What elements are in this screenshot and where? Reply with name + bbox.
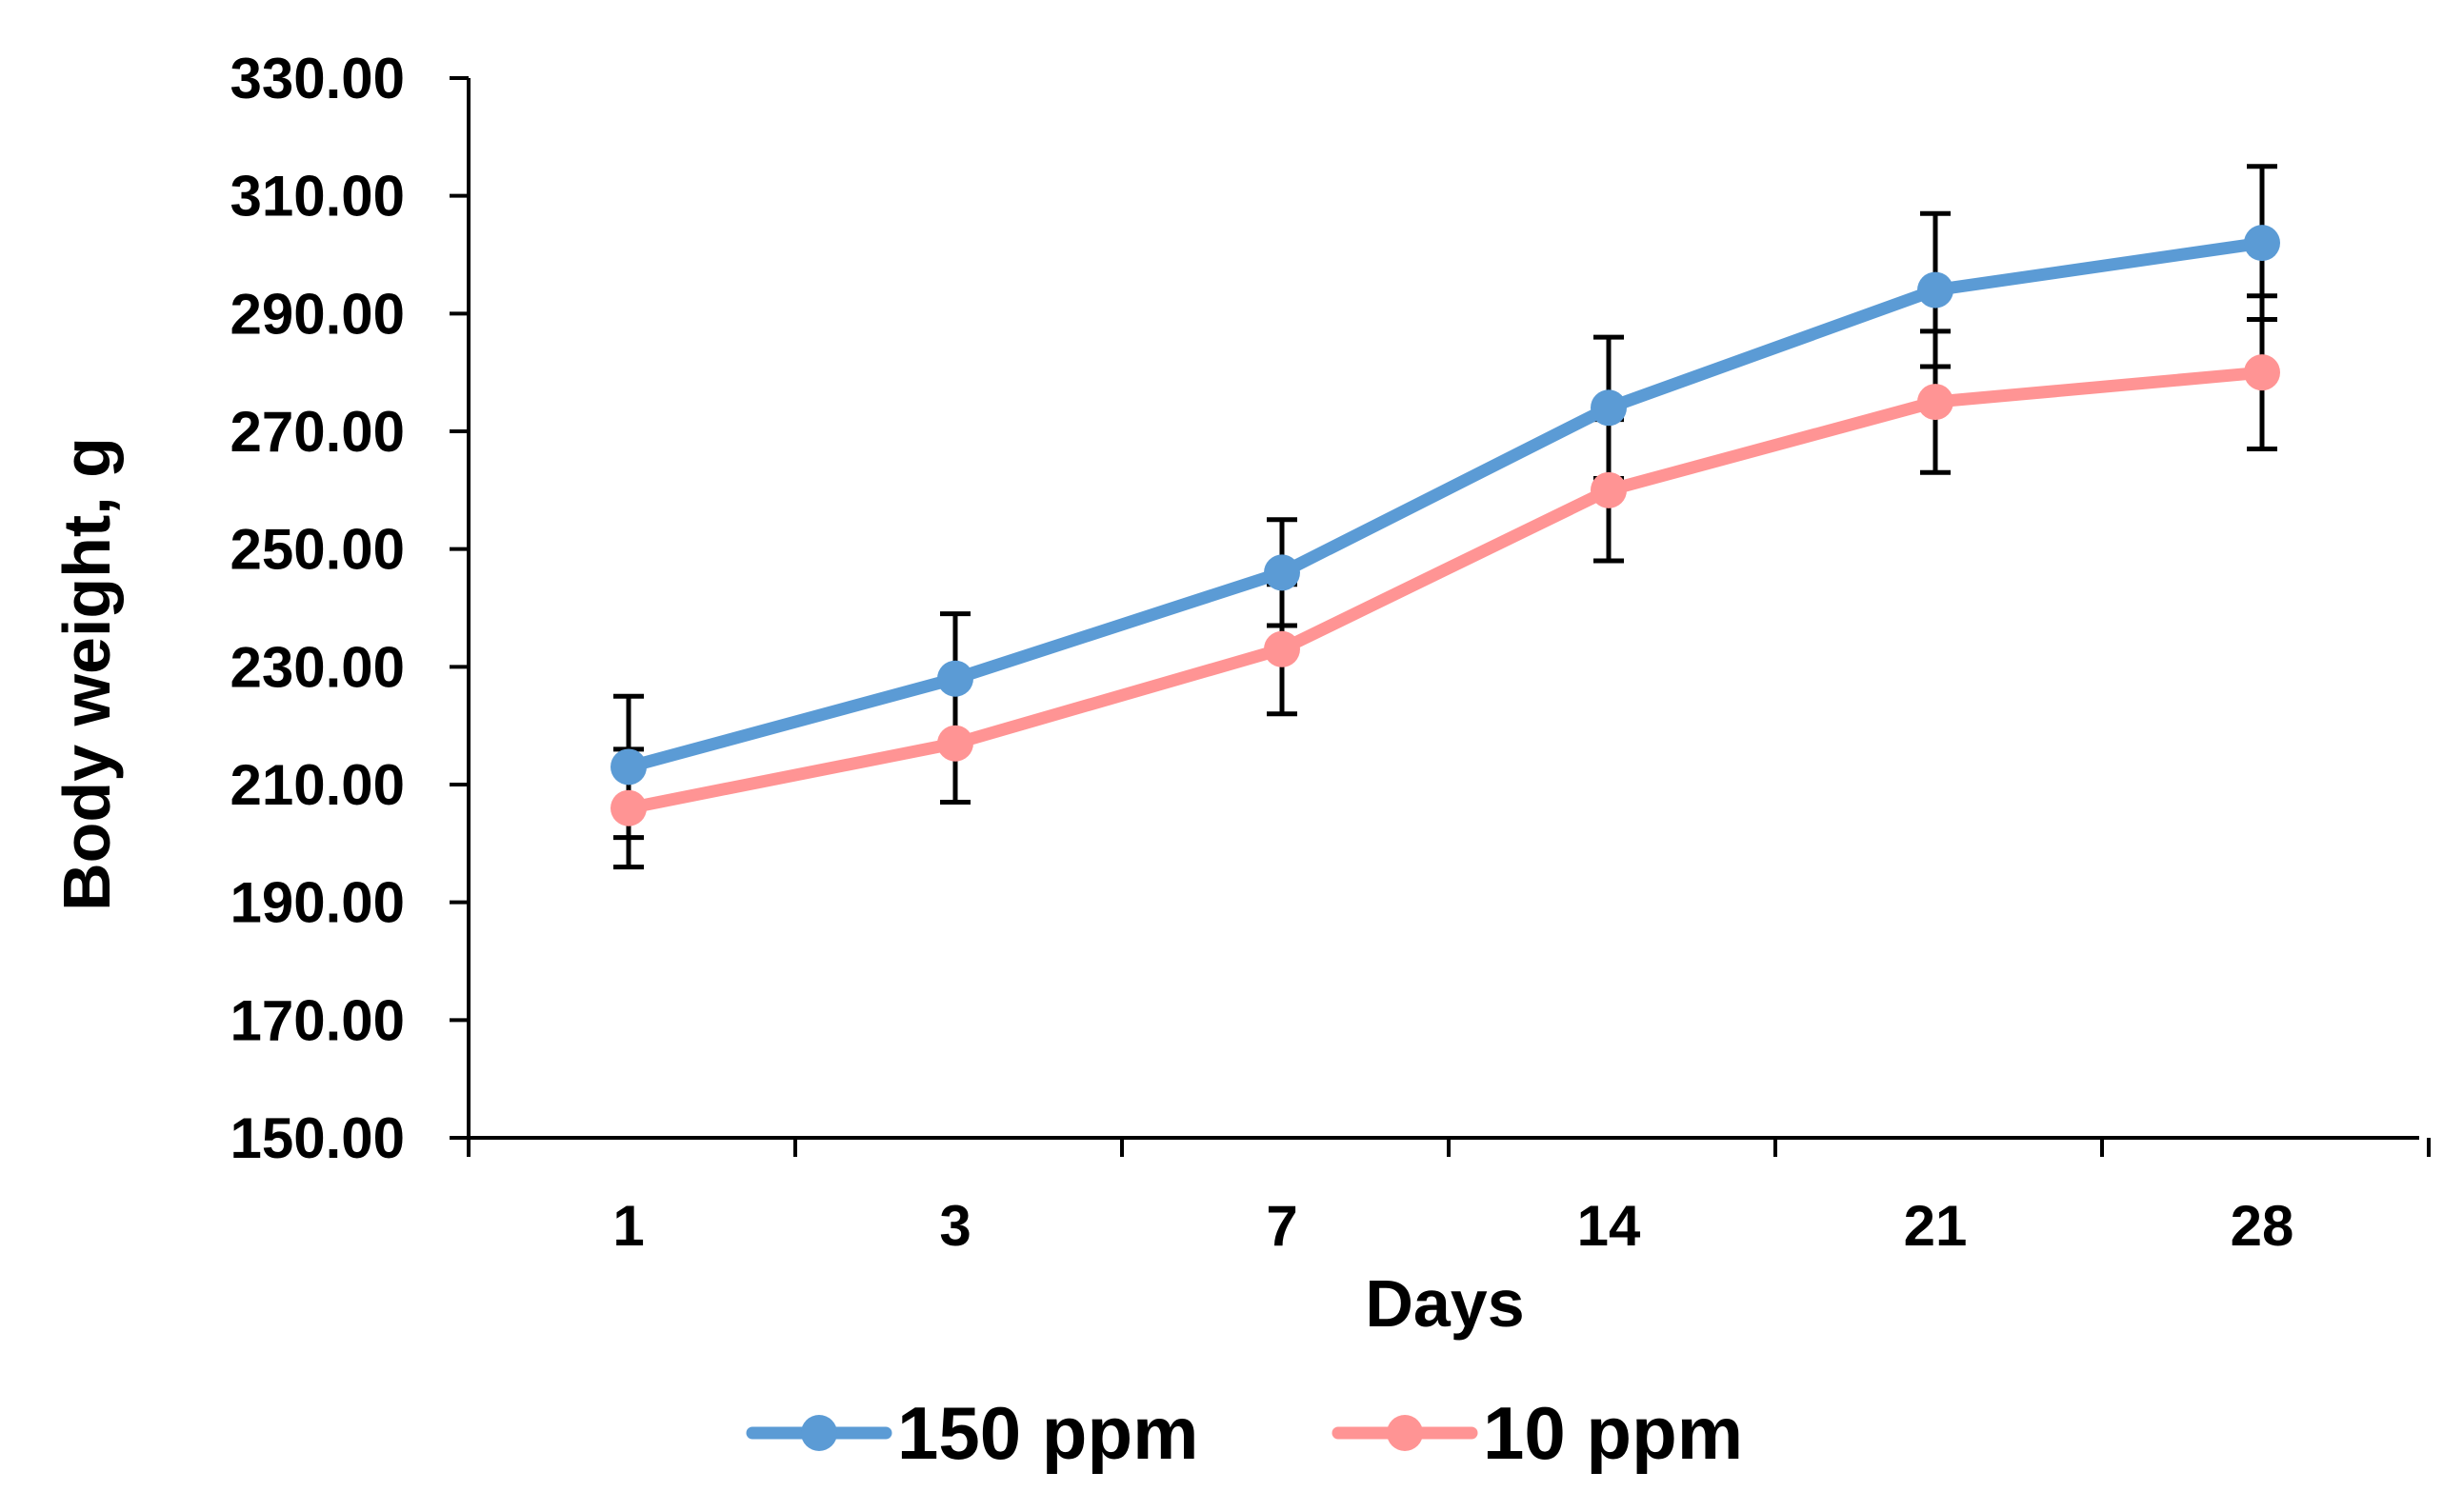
data-point <box>1591 389 1627 427</box>
series-line <box>622 366 2269 815</box>
data-point <box>2244 354 2280 391</box>
axes <box>467 78 2419 1140</box>
y-tick-label: 270.00 <box>230 400 405 464</box>
data-point <box>2244 225 2280 262</box>
y-tick-label: 170.00 <box>230 988 405 1052</box>
data-point <box>937 725 973 762</box>
legend-swatch-marker <box>801 1415 837 1451</box>
y-tick-label: 290.00 <box>230 282 405 346</box>
data-point <box>611 789 647 826</box>
x-tick-label: 1 <box>612 1194 644 1258</box>
data-point <box>1917 271 1953 308</box>
legend-swatch-marker <box>1387 1415 1423 1451</box>
x-tick-label: 28 <box>2231 1194 2294 1258</box>
data-point <box>1264 630 1300 667</box>
y-tick-label: 310.00 <box>230 165 405 229</box>
data-point <box>1591 471 1627 508</box>
x-tick-label: 3 <box>939 1194 971 1258</box>
series-line <box>622 236 2269 773</box>
data-point <box>1264 554 1300 591</box>
legend-item-150-ppm: 150 ppm <box>746 1391 1198 1475</box>
x-tick-label: 21 <box>1904 1194 1968 1258</box>
legend-label: 150 ppm <box>897 1391 1198 1475</box>
x-tick-label: 7 <box>1266 1194 1297 1258</box>
y-axis-title: Body weight, g <box>50 437 124 911</box>
error-bars-10-ppm <box>613 293 2277 870</box>
data-point <box>1917 384 1953 421</box>
y-tick-label: 210.00 <box>230 753 405 817</box>
data-point <box>611 748 647 786</box>
y-tick-label: 330.00 <box>230 47 405 110</box>
error-bars-150-ppm <box>613 164 2277 841</box>
series-layer <box>611 164 2280 870</box>
x-axis-title: Days <box>1365 1266 1524 1341</box>
y-tick-label: 230.00 <box>230 635 405 699</box>
legend-label: 10 ppm <box>1483 1391 1743 1475</box>
legend-item-10-ppm: 10 ppm <box>1332 1391 1743 1475</box>
x-tick-label: 14 <box>1577 1194 1641 1258</box>
legend: 150 ppm 10 ppm <box>746 1391 1743 1475</box>
y-tick-label: 250.00 <box>230 518 405 582</box>
data-point <box>937 660 973 697</box>
series-150-ppm <box>611 225 2280 786</box>
x-axis-ticks: 1 3 7 14 21 28 <box>467 1138 2431 1258</box>
y-tick-label: 190.00 <box>230 871 405 935</box>
y-tick-label: 150.00 <box>230 1106 405 1170</box>
series-10-ppm <box>611 354 2280 826</box>
y-axis-ticks: 150.00 170.00 190.00 210.00 230.00 250.00 270.… <box>230 47 469 1170</box>
